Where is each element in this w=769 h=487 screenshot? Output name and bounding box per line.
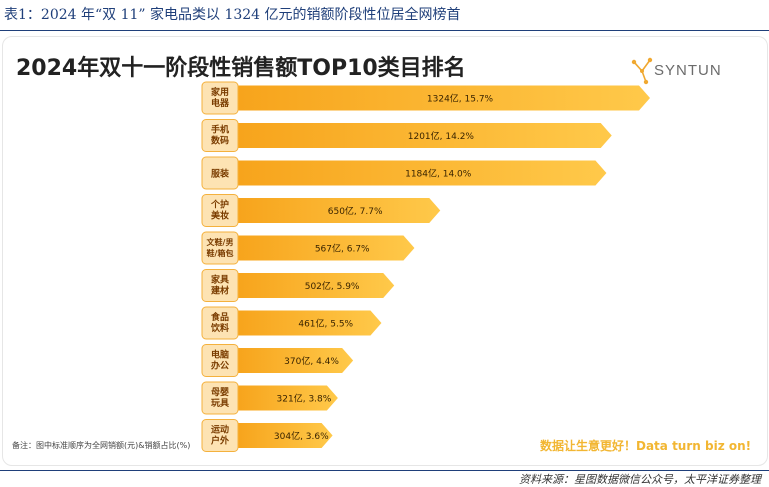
category-label-2: 服装 xyxy=(211,168,230,180)
bottom-rule xyxy=(0,470,769,471)
value-label-4: 567亿, 6.7% xyxy=(315,243,370,255)
category-badge-1 xyxy=(201,119,239,152)
category-badge-4 xyxy=(201,231,239,265)
value-label-9: 304亿, 3.6% xyxy=(274,430,329,442)
category-label-8: 母婴玩具 xyxy=(211,386,229,409)
category-badge-6 xyxy=(201,306,239,340)
category-badge-2 xyxy=(201,156,239,190)
category-badge-0 xyxy=(201,81,239,115)
category-label-0: 家用电器 xyxy=(211,86,230,109)
slogan: 数据让生意更好！Data turn biz on! xyxy=(540,439,752,453)
value-label-6: 461亿, 5.5% xyxy=(298,318,353,330)
syntun-logo-icon xyxy=(631,57,653,85)
category-label-5: 家具建材 xyxy=(211,274,229,297)
chart-note: 备注：图中标准顺序为全网销额(元)&销额占比(%) xyxy=(12,441,191,450)
bar-5 xyxy=(238,273,395,298)
bar-8 xyxy=(238,385,338,411)
category-label-7: 电脑办公 xyxy=(211,349,229,372)
category-label-4: 文鞋/男鞋/箱包 xyxy=(207,237,234,258)
value-label-1: 1201亿, 14.2% xyxy=(408,130,475,142)
value-label-5: 502亿, 5.9% xyxy=(305,280,360,292)
bar-3 xyxy=(238,198,441,223)
bar-4 xyxy=(238,235,415,261)
bar-2 xyxy=(238,160,607,186)
category-label-3: 个护美妆 xyxy=(210,199,229,222)
bar-9 xyxy=(238,423,333,448)
top-rule xyxy=(0,30,769,31)
bar-1 xyxy=(238,123,612,148)
logo-text: SYNTUN xyxy=(654,62,722,79)
category-badge-9 xyxy=(201,419,239,452)
value-label-2: 1184亿, 14.0% xyxy=(405,168,472,180)
bar-0 xyxy=(238,85,650,111)
value-label-8: 321亿, 3.8% xyxy=(277,393,332,405)
figure-caption: 表1：2024 年“双 11” 家电品类以 1324 亿元的销额阶段性位居全网榜… xyxy=(4,7,461,23)
category-badge-8 xyxy=(201,381,239,415)
bar-7 xyxy=(238,348,354,373)
category-badge-5 xyxy=(201,269,239,302)
category-badge-7 xyxy=(201,344,239,377)
category-label-1: 手机数码 xyxy=(211,124,229,147)
category-label-9: 运动户外 xyxy=(211,425,229,447)
source-note: 资料来源：星图数据微信公众号，太平洋证券整理 xyxy=(519,473,761,486)
bar-6 xyxy=(238,310,382,336)
value-label-7: 370亿, 4.4% xyxy=(284,355,339,367)
category-badge-3 xyxy=(201,194,239,227)
chart-title: 2024年双十一阶段性销售额TOP10类目排名 xyxy=(16,56,466,81)
category-label-6: 食品饮料 xyxy=(210,311,229,334)
value-label-3: 650亿, 7.7% xyxy=(328,205,383,217)
value-label-0: 1324亿, 15.7% xyxy=(427,93,494,105)
